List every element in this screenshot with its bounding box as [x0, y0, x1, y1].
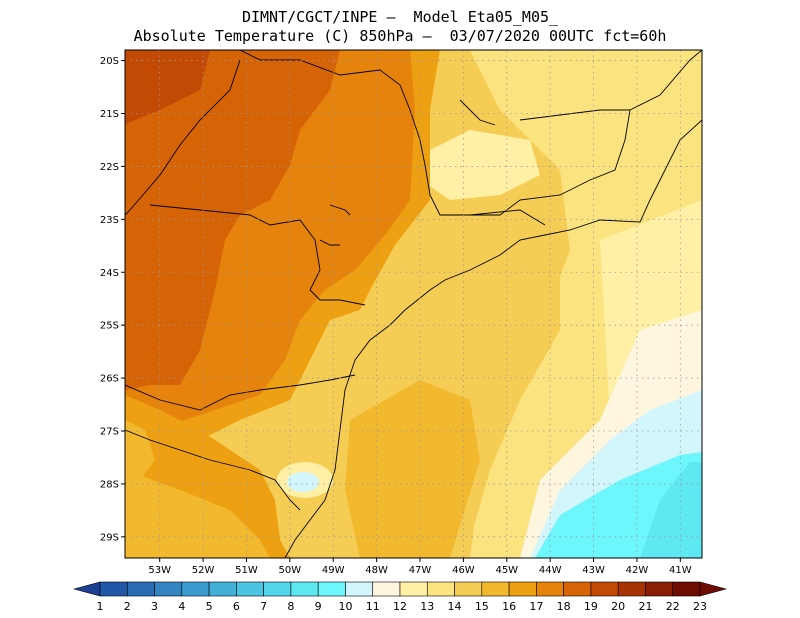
colorbar-swatch: [99, 581, 128, 597]
cold-spot-inner: [287, 472, 319, 492]
colorbar-label: 21: [638, 600, 652, 613]
colorbar-swatch: [672, 581, 701, 597]
band-15-west: [125, 420, 155, 485]
colorbar-swatch: [645, 581, 674, 597]
lat-label: 20S: [100, 56, 119, 67]
colorbar-swatch: [181, 581, 210, 597]
colorbar-label: 10: [338, 600, 352, 613]
map-title-line1: DIMNT/CGCT/INPE – Model Eta05_M05_: [241, 8, 559, 26]
colorbar-label: 12: [393, 600, 407, 613]
colorbar-swatch: [126, 581, 155, 597]
lon-label: 42W: [626, 565, 649, 576]
latitude-labels: 20S 21S 22S 23S 24S 25S 26S 27S 28S 29S: [100, 56, 125, 543]
colorbar-swatch: [508, 581, 537, 597]
colorbar-label: 5: [206, 600, 213, 613]
reservoir-3: [319, 239, 340, 246]
lat-label: 27S: [100, 427, 119, 438]
colorbar-swatch: [236, 581, 264, 597]
band-13-coastal: [428, 130, 540, 200]
band-16-ocean: [345, 380, 480, 558]
reservoir-1: [329, 204, 351, 216]
colorbar-swatch: [290, 581, 319, 597]
lat-label: 21S: [100, 109, 119, 120]
state-border-ms-sp: [125, 59, 241, 216]
colorbar-label: 4: [178, 600, 185, 613]
colorbar-swatch: [481, 581, 510, 597]
colorbar-label: 7: [260, 600, 267, 613]
lon-label: 44W: [539, 565, 562, 576]
band-19: [125, 50, 210, 125]
colorbar-label: 11: [366, 600, 380, 613]
lon-label: 41W: [669, 565, 692, 576]
map-title-line2: Absolute Temperature (C) 850hPa – 03/07/…: [133, 27, 667, 45]
colorbar-swatch: [590, 581, 619, 597]
colorbar-label: 23: [693, 600, 707, 613]
state-border-rj: [469, 209, 546, 226]
colorbar-swatch: [372, 581, 401, 597]
lat-label: 28S: [100, 479, 119, 490]
band-9: [640, 462, 702, 558]
colorbar-label: 18: [557, 600, 571, 613]
colorbar-swatch: [563, 581, 592, 597]
colorbar-min-arrow: [72, 581, 101, 597]
colorbar-label: 6: [233, 600, 240, 613]
colorbar-label: 16: [502, 600, 516, 613]
state-border-pr: [149, 204, 366, 306]
colorbar-swatch: [263, 581, 292, 597]
colorbar-label: 9: [315, 600, 322, 613]
colorbar-swatch: [208, 581, 237, 597]
lon-label: 46W: [452, 565, 475, 576]
state-border-mg-es: [519, 109, 630, 121]
band-18: [125, 50, 340, 390]
lon-label: 51W: [235, 565, 258, 576]
longitude-labels: 53W 52W 51W 50W 49W 48W 47W 46W 45W 44W 43W 42W 41W: [148, 558, 692, 576]
colorbar-swatch: [154, 581, 183, 597]
colorbar-swatch: [345, 581, 374, 597]
reservoir-2: [459, 99, 496, 126]
colorbar-swatch: [454, 581, 483, 597]
state-border-rs: [125, 429, 301, 511]
graticule: [125, 50, 702, 558]
lon-label: 49W: [322, 565, 345, 576]
colorbar-labels: 1 2 3 4 5 6 7 8 9 10 11 12 13 14 15 16 17 18 19 20 21 22 23: [97, 600, 708, 613]
state-border-sc: [125, 374, 356, 411]
lat-label: 24S: [100, 268, 119, 279]
lon-label: 45W: [495, 565, 518, 576]
colorbar-label: 17: [529, 600, 543, 613]
lon-label: 53W: [148, 565, 171, 576]
colorbar-max-arrow: [699, 581, 728, 597]
lat-label: 29S: [100, 532, 119, 543]
colorbar-label: 15: [475, 600, 489, 613]
colorbar: [72, 581, 728, 597]
lat-label: 23S: [100, 215, 119, 226]
lon-label: 43W: [582, 565, 605, 576]
colorbar-label: 20: [611, 600, 625, 613]
colorbar-swatch: [426, 581, 455, 597]
colorbar-label: 8: [287, 600, 294, 613]
lat-label: 22S: [100, 162, 119, 173]
colorbar-swatch: [399, 581, 428, 597]
colorbar-label: 14: [448, 600, 462, 613]
colorbar-swatch: [536, 581, 564, 597]
colorbar-label: 2: [124, 600, 131, 613]
colorbar-label: 3: [151, 600, 158, 613]
colorbar-label: 1: [97, 600, 104, 613]
band-15-south: [125, 470, 270, 558]
lon-label: 47W: [409, 565, 432, 576]
map-frame: [124, 49, 703, 559]
lon-label: 52W: [192, 565, 215, 576]
temperature-field: [125, 50, 702, 558]
colorbar-label: 22: [666, 600, 680, 613]
lon-label: 50W: [279, 565, 302, 576]
state-border-north: [239, 50, 702, 216]
colorbar-label: 13: [420, 600, 434, 613]
lon-label: 48W: [365, 565, 388, 576]
colorbar-swatch: [617, 581, 646, 597]
lat-label: 26S: [100, 374, 119, 385]
colorbar-swatch: [317, 581, 346, 597]
colorbar-label: 19: [584, 600, 598, 613]
lat-label: 25S: [100, 321, 119, 332]
